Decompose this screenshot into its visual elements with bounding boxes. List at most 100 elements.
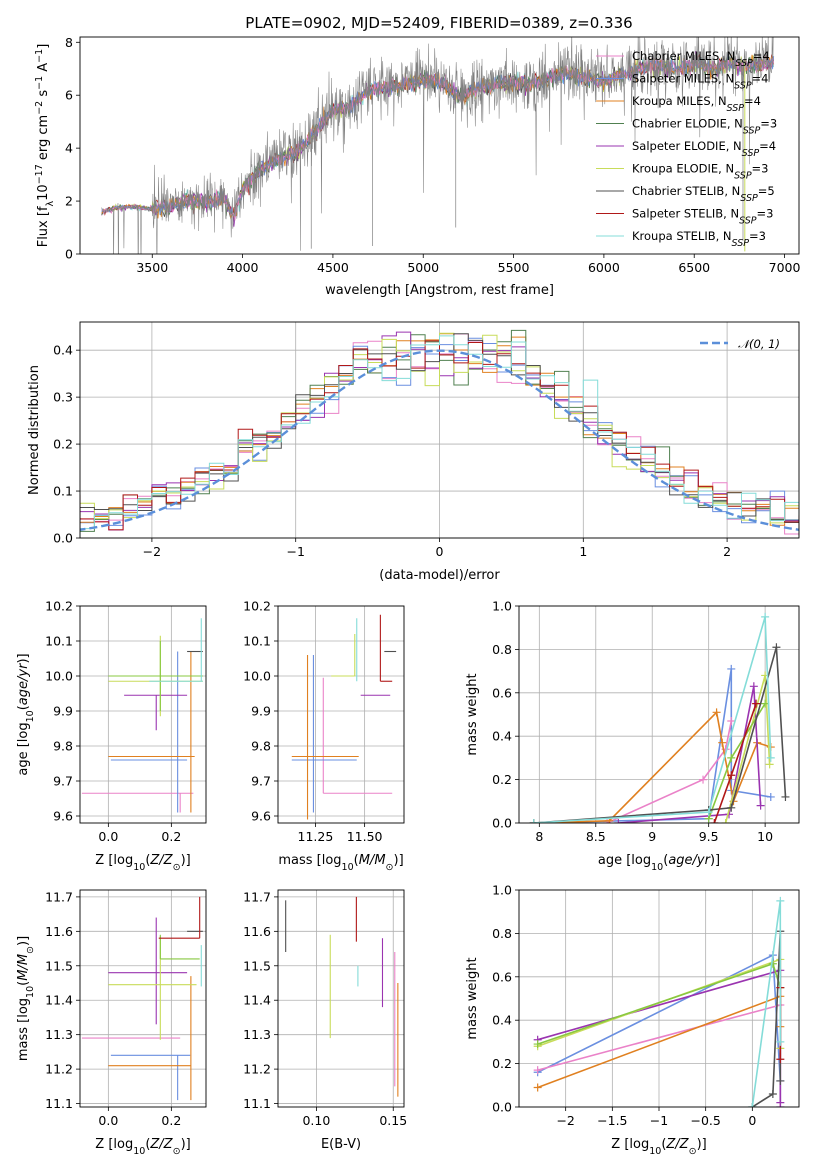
x-tick-label: 2 [723,544,731,559]
label-part: Z [log [95,1137,133,1152]
weight-point-marker [533,1040,542,1049]
legend-label: 𝒩(0, 1) [738,337,780,351]
y-tick-label: 11.2 [243,1062,271,1077]
y-tick-label: 0.1 [53,484,73,499]
label-part: Z/Z [149,1137,173,1152]
x-tick-label: 0.0 [98,1113,118,1128]
label-part: λ [45,200,56,206]
label-part: ( [145,1137,150,1152]
x-axis-label: E(B-V) [321,1137,361,1152]
label-part: SSP [734,80,752,91]
label-part: M/M [359,853,386,868]
x-tick-label: 10 [757,829,773,844]
x-tick-label: −2 [143,544,161,559]
y-tick-label: 10.1 [45,634,73,649]
label-part: SSP [739,215,757,226]
label-part: )] [394,853,404,868]
weight-point-marker [727,771,736,780]
y-tick-label: 0.0 [492,1100,512,1115]
label-part: SSP [727,103,745,114]
errorbar-point [108,641,203,711]
weight-point-marker [699,775,708,784]
weight-vs-Z-lines [533,896,785,1107]
x-tick-label: 0.2 [161,829,181,844]
x-tick-label: −1 [286,544,304,559]
label-part: −17 [34,164,45,184]
x-tick-label: 0 [436,544,444,559]
x-tick-label: 1 [579,544,587,559]
legend-label: Kroupa STELIB, NSSP=3 [632,229,766,249]
x-axis-label: age [log10(age/yr)] [598,853,720,873]
x-tick-label: 0 [748,1113,756,1128]
x-axis-label: mass [log10(M/M⊙)] [278,853,403,873]
age-vs-mass-axes: 11.25 11.50 9.6 9.7 9.8 9.9 10.0 10.1 10.2 [243,599,404,844]
errorbar-point [159,934,200,960]
label-part: age/yr [668,853,711,868]
x-tick-label: 5000 [407,260,439,275]
y-axis-label: mass weight [465,957,480,1039]
y-tick-label: 1.0 [492,599,512,614]
label-part: )] [697,1137,707,1152]
x-tick-label: 6500 [678,260,710,275]
weight-point-marker [752,699,761,708]
weight-point-marker [710,819,719,823]
y-axis-label: age [log10(age/yr)] [16,653,36,775]
weight-point-marker [761,612,770,621]
label-part: ⊙ [689,1146,697,1157]
label-part: SSP [732,238,750,249]
errorbar-point [331,634,356,677]
age-vs-Z-points [81,618,203,813]
label-part: Salpeter MILES, N [632,72,734,86]
label-part: ( [354,853,359,868]
weight-point-marker [768,1089,777,1098]
y-axis-label: mass [log10(M/M⊙)] [16,936,36,1061]
y-tick-label: 0.2 [492,772,512,787]
x-axis-label: Z [log10(Z/Z⊙)] [95,853,190,873]
label-part: ( [661,1137,666,1152]
age-vs-Z-frame [79,605,207,824]
errorbar-point [149,618,203,682]
legend-label: Kroupa ELODIE, NSSP=3 [632,162,769,182]
label-part: mass [log [278,853,341,868]
label-part: )] [181,853,191,868]
errorbar-point [108,917,188,1025]
y-tick-label: 0.0 [53,531,73,546]
label-part: Kroupa MILES, N [632,94,727,108]
label-part: mass [log [16,998,31,1061]
errorbar-point [158,896,201,939]
mass-vs-EBV-frame [277,889,405,1108]
x-tick-label: 7000 [769,260,801,275]
x-tick-label: 6000 [588,260,620,275]
label-part: ( [663,853,668,868]
label-part: M/M [16,954,31,981]
weight-point-marker [727,753,736,762]
label-part: 10 [649,1146,661,1157]
x-axis-label: Z [log10(Z/Z⊙)] [611,1137,706,1157]
weight-point-marker [776,1098,785,1107]
weight-point-marker [781,792,790,801]
label-part: Salpeter STELIB, N [632,207,739,221]
y-tick-label: 10.2 [243,599,271,614]
weight-point-marker [748,1103,757,1107]
errorbar-point [322,677,393,794]
x-tick-label: 0.10 [302,1113,330,1128]
y-tick-label: 6 [65,88,73,103]
residual-legend: 𝒩(0, 1) [700,337,780,351]
label-part: Chabrier MILES, N [632,49,735,63]
residuals-axes: −2 −1 0 1 2 0.0 0.1 0.2 0.3 0.4 [53,322,799,559]
y-tick-label: 11.3 [243,1027,271,1042]
label-part: )] [181,1137,191,1152]
legend-label: Salpeter ELODIE, NSSP=4 [632,139,776,159]
label-part: ⊙ [386,862,394,873]
weight-point-marker [766,753,775,762]
label-part: =3 [752,162,769,176]
y-tick-label: 11.5 [243,958,271,973]
weight-point-marker [727,664,736,673]
weight-point-marker [749,682,758,691]
label-part: ( [145,853,150,868]
y-tick-label: 0.4 [53,343,73,358]
label-part: ( [16,705,31,710]
x-tick-label: 9.5 [699,829,719,844]
errorbar-point [291,655,359,820]
